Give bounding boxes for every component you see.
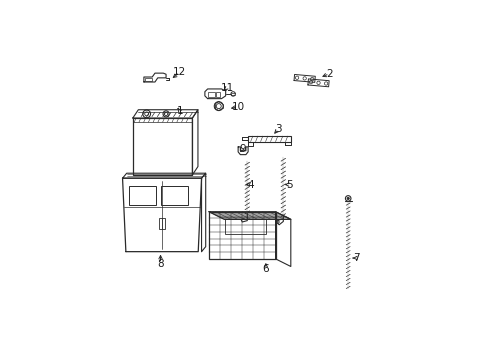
Text: 11: 11 <box>220 82 233 93</box>
Bar <box>247 136 290 141</box>
Bar <box>216 92 220 97</box>
Text: 1: 1 <box>176 106 183 116</box>
Bar <box>133 118 192 175</box>
Text: 3: 3 <box>274 124 281 134</box>
Text: 8: 8 <box>157 258 163 269</box>
Text: 5: 5 <box>285 180 292 190</box>
Bar <box>224 219 266 234</box>
Text: 4: 4 <box>247 180 253 190</box>
Circle shape <box>346 197 348 199</box>
Bar <box>144 78 152 81</box>
Bar <box>129 186 156 204</box>
Text: 10: 10 <box>231 102 244 112</box>
Text: 7: 7 <box>352 253 359 263</box>
Bar <box>208 92 215 97</box>
Text: 6: 6 <box>262 264 268 274</box>
Bar <box>159 219 165 229</box>
Text: 12: 12 <box>173 67 186 77</box>
Text: 9: 9 <box>239 144 245 153</box>
Bar <box>208 212 275 259</box>
Text: 2: 2 <box>325 69 332 79</box>
Bar <box>161 186 187 204</box>
